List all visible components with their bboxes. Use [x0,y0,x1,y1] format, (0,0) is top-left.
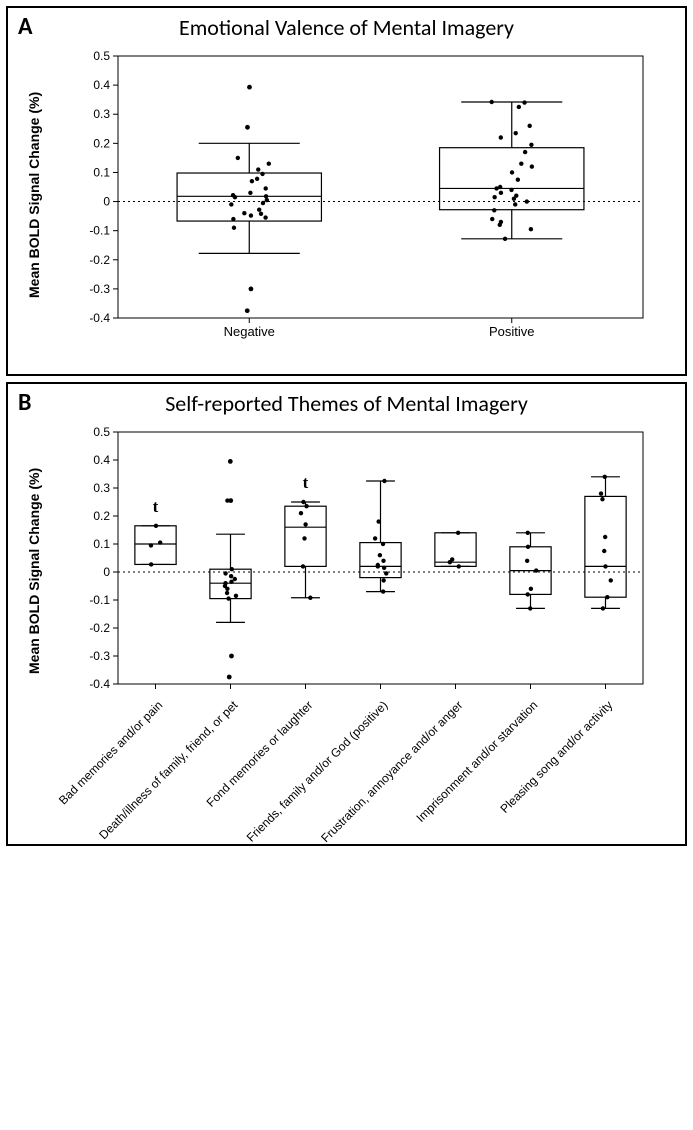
svg-text:-0.4: -0.4 [89,677,110,691]
svg-text:0.2: 0.2 [93,509,110,523]
panel-A-plot: -0.4 -0.3 -0.2 -0.1 0 0.1 0.2 0.3 0.4 0.5 Negative… [78,48,658,348]
svg-text:0.2: 0.2 [93,136,110,150]
panel-B-plot: -0.4 -0.3 -0.2 -0.1 0 0.1 0.2 0.3 0.4 0.5 t t [78,424,658,694]
svg-text:-0.1: -0.1 [89,593,110,607]
panel-A: A Emotional Valence of Mental Imagery Me… [6,6,687,376]
panel-B-y-title: Mean BOLD Signal Change (%) [26,468,42,674]
svg-text:-0.3: -0.3 [89,649,110,663]
svg-text:0: 0 [103,195,110,209]
svg-text:0.4: 0.4 [93,78,110,92]
svg-text:0.4: 0.4 [93,453,110,467]
panel-A-title: Emotional Valence of Mental Imagery [8,14,685,41]
svg-text:0.5: 0.5 [93,49,110,63]
svg-text:0: 0 [103,565,110,579]
svg-text:t: t [303,473,309,492]
svg-text:-0.2: -0.2 [89,621,110,635]
svg-text:0.3: 0.3 [93,481,110,495]
svg-text:Negative: Negative [224,324,275,339]
panel-A-label: A [18,12,33,41]
panel-B-x-label: Death/illness of family, friend, or pet [73,698,240,865]
panel-B-label: B [18,388,31,417]
panel-B: B Self-reported Themes of Mental Imagery… [6,382,687,846]
svg-text:t: t [153,497,159,516]
panel-A-y-title: Mean BOLD Signal Change (%) [26,92,42,298]
figure-container: A Emotional Valence of Mental Imagery Me… [0,0,693,852]
panel-B-title: Self-reported Themes of Mental Imagery [8,390,685,417]
panel-B-x-label: Imprisonment and/or starvation [161,698,540,1077]
svg-text:-0.1: -0.1 [89,224,110,238]
svg-text:-0.4: -0.4 [89,311,110,325]
svg-text:0.1: 0.1 [93,537,110,551]
svg-text:0.1: 0.1 [93,165,110,179]
svg-text:0.3: 0.3 [93,107,110,121]
panel-B-x-label: Friends, family and/or God (positive) [117,698,390,971]
svg-text:-0.3: -0.3 [89,282,110,296]
svg-text:0.5: 0.5 [93,425,110,439]
svg-text:-0.2: -0.2 [89,253,110,267]
svg-text:Positive: Positive [489,324,535,339]
